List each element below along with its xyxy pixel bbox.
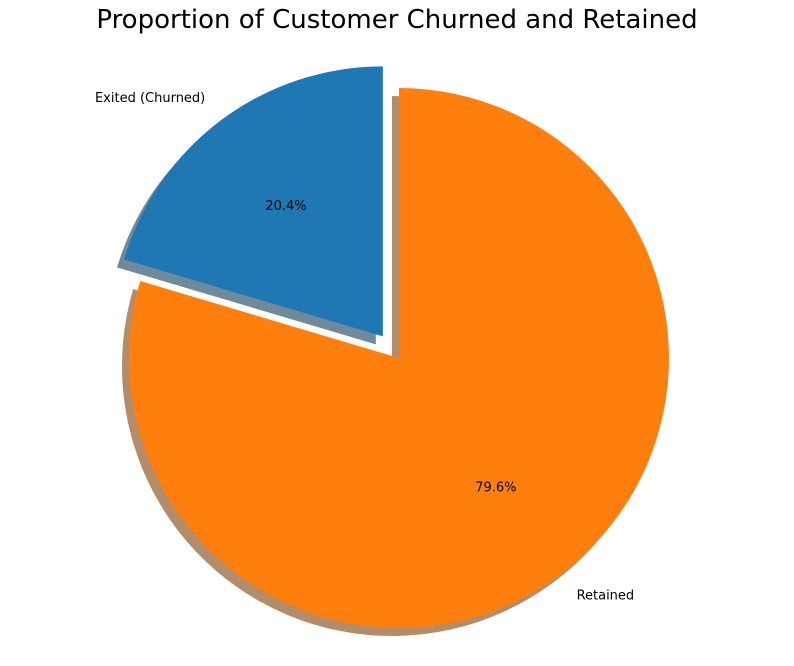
slice-label-exited-churned: Exited (Churned) — [95, 91, 205, 106]
pie-labels: Exited (Churned) 20.4% Retained 79.6% — [95, 91, 634, 604]
slice-label-retained: Retained — [577, 589, 635, 604]
pie-slice-exited-churned — [124, 66, 383, 337]
pie-slices — [124, 66, 669, 628]
pie-slice-retained — [129, 88, 669, 628]
slice-percent-exited-churned: 20.4% — [265, 199, 306, 214]
slice-percent-retained: 79.6% — [475, 480, 516, 495]
chart-title: Proportion of Customer Churned and Retai… — [96, 5, 698, 35]
